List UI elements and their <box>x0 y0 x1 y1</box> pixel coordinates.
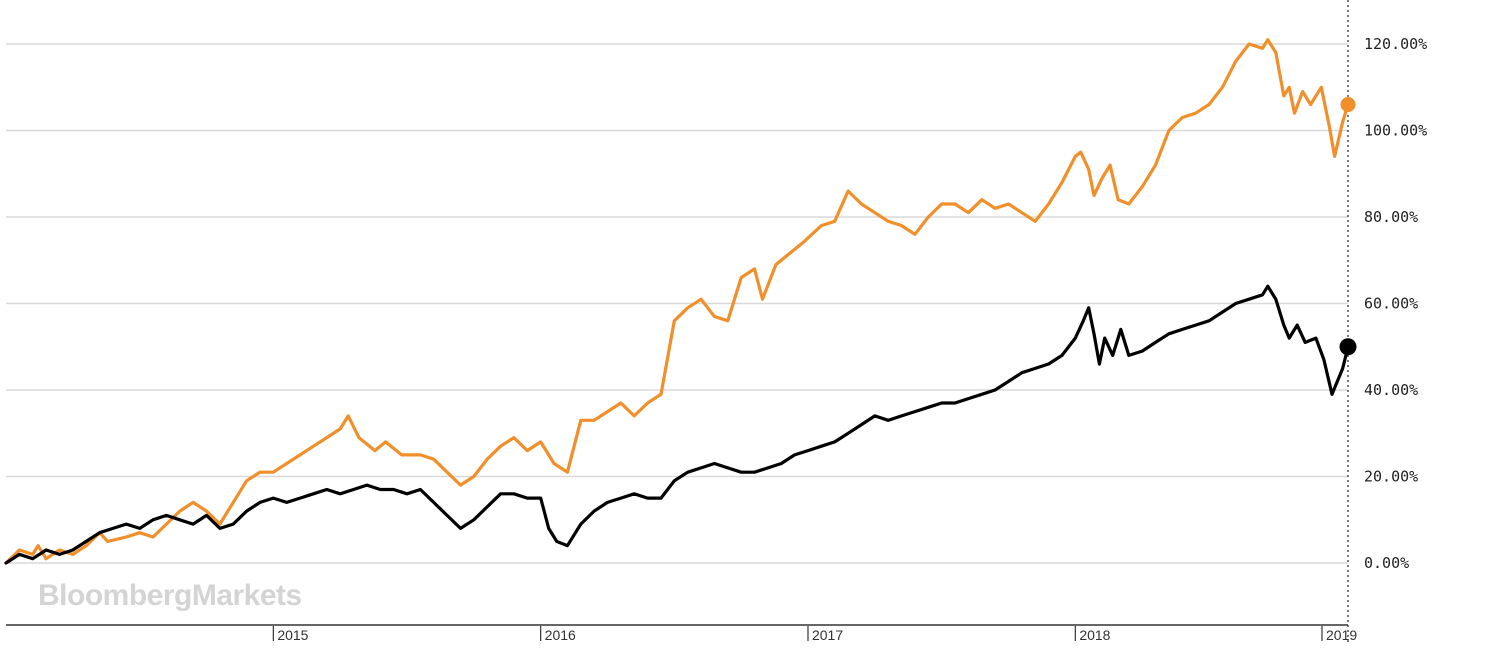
x-tick-label: 2015 <box>277 627 308 643</box>
gridlines <box>6 43 1348 564</box>
y-tick-label: 0.00% <box>1364 554 1409 572</box>
y-tick-label: 60.00% <box>1364 295 1418 313</box>
y-tick-label: 20.00% <box>1364 468 1418 486</box>
orange-series-end-marker <box>1340 97 1356 113</box>
x-tick-label: 2016 <box>545 627 576 643</box>
y-tick-label: 40.00% <box>1364 381 1418 399</box>
y-axis-ticks: 0.00% 20.00% 40.00% 60.00% 80.00% 100.00% 120.… <box>1364 35 1427 572</box>
end-markers <box>1339 97 1357 356</box>
y-tick-label: 80.00% <box>1364 208 1418 226</box>
y-tick-label: 120.00% <box>1364 35 1427 53</box>
x-tick-label: 2019 <box>1326 627 1357 643</box>
black-series-line <box>4 284 1350 565</box>
bloomberg-watermark: BloombergMarkets <box>38 579 302 612</box>
black-series-end-marker <box>1339 338 1357 356</box>
x-axis-ticks: 2015 2016 2017 2018 2019 <box>272 626 1357 643</box>
x-tick-label: 2017 <box>812 627 843 643</box>
orange-series-line <box>4 38 1350 565</box>
series-lines <box>4 38 1350 565</box>
y-tick-label: 100.00% <box>1364 122 1427 140</box>
x-tick-label: 2018 <box>1079 627 1110 643</box>
